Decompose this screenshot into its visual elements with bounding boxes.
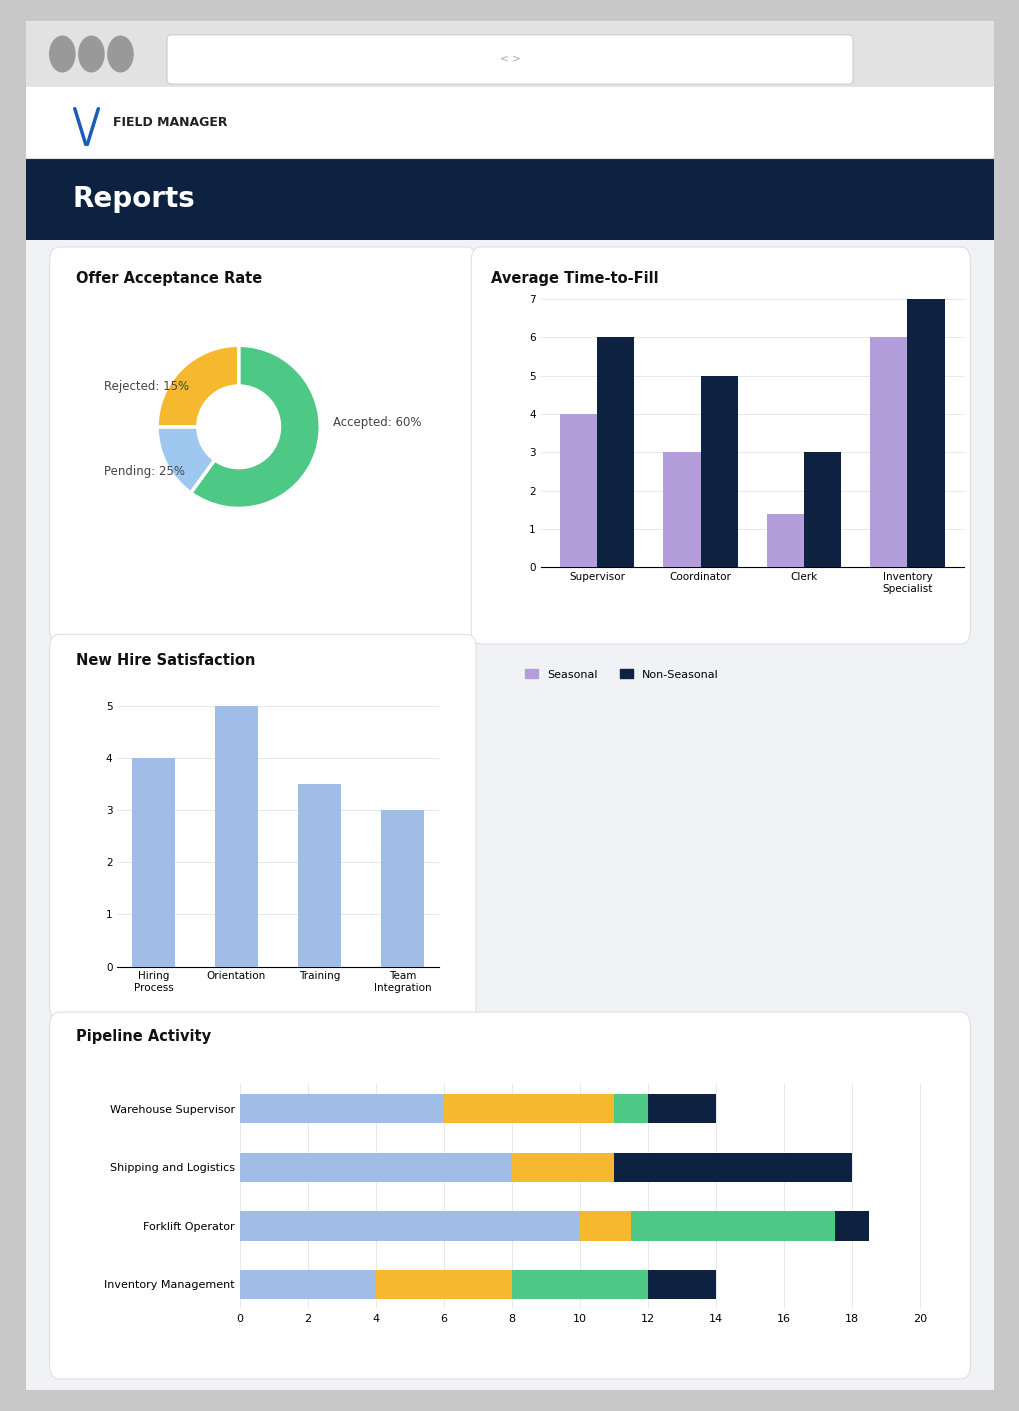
Text: Pipeline Activity: Pipeline Activity	[75, 1029, 211, 1044]
Bar	[215, 706, 258, 967]
Bar	[700, 375, 737, 567]
FancyBboxPatch shape	[50, 635, 476, 1020]
Wedge shape	[191, 346, 320, 508]
Legend: Seasonal, Non-Seasonal: Seasonal, Non-Seasonal	[525, 669, 718, 680]
Bar	[613, 1094, 647, 1123]
Bar	[647, 1094, 715, 1123]
FancyBboxPatch shape	[25, 21, 994, 87]
Text: Accepted: 60%: Accepted: 60%	[332, 416, 421, 429]
FancyBboxPatch shape	[167, 35, 852, 85]
Bar	[630, 1211, 834, 1240]
Bar	[239, 1211, 579, 1240]
Text: New Hire Satisfaction: New Hire Satisfaction	[75, 653, 255, 667]
Bar	[766, 514, 803, 567]
Text: Offer Acceptance Rate: Offer Acceptance Rate	[75, 271, 262, 286]
Bar	[131, 758, 175, 967]
Text: Average Time-to-Fill: Average Time-to-Fill	[490, 271, 657, 286]
Bar	[380, 810, 424, 967]
Bar	[907, 299, 944, 567]
Text: < >: < >	[499, 55, 520, 65]
Bar	[869, 337, 907, 567]
Text: Rejected: 15%: Rejected: 15%	[104, 380, 189, 392]
Bar	[613, 1153, 851, 1182]
Wedge shape	[157, 346, 238, 426]
FancyBboxPatch shape	[471, 247, 969, 643]
Text: Pending: 25%: Pending: 25%	[104, 466, 184, 478]
Bar	[579, 1211, 630, 1240]
Bar	[25, 87, 994, 158]
Circle shape	[108, 37, 132, 72]
Bar	[596, 337, 634, 567]
FancyBboxPatch shape	[50, 247, 476, 643]
FancyBboxPatch shape	[14, 4, 1005, 1407]
Bar	[239, 1153, 512, 1182]
Bar	[239, 1094, 443, 1123]
Circle shape	[78, 37, 104, 72]
Bar	[25, 158, 994, 240]
Bar	[298, 785, 340, 967]
Bar	[443, 1094, 613, 1123]
Bar	[375, 1270, 512, 1300]
Wedge shape	[157, 426, 214, 492]
Bar	[834, 1211, 868, 1240]
Bar	[25, 240, 994, 1390]
Bar	[803, 453, 841, 567]
FancyBboxPatch shape	[50, 1012, 969, 1379]
Bar	[647, 1270, 715, 1300]
Bar	[559, 413, 596, 567]
Bar	[512, 1153, 613, 1182]
Bar	[662, 453, 700, 567]
Bar	[239, 1270, 375, 1300]
Text: Reports: Reports	[72, 185, 195, 213]
Bar	[512, 1270, 647, 1300]
Text: FIELD MANAGER: FIELD MANAGER	[112, 116, 227, 128]
Circle shape	[50, 37, 74, 72]
